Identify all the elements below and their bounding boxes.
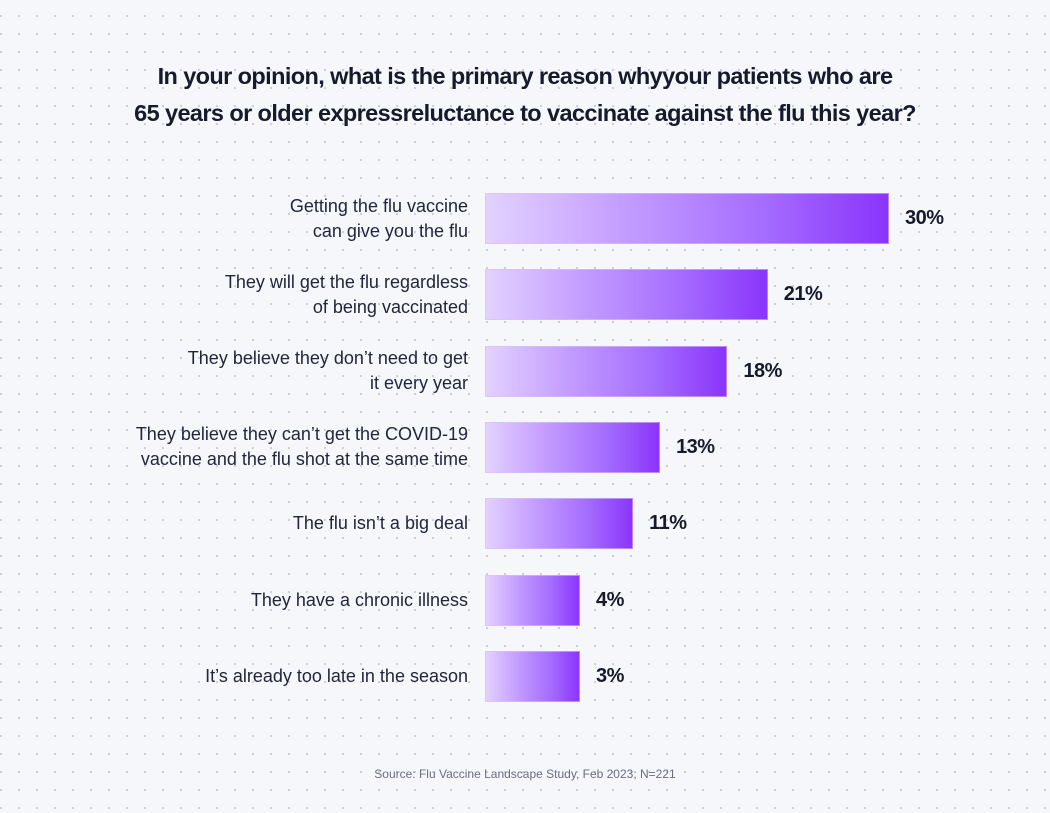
value-label: 21% bbox=[783, 283, 823, 306]
bar-row: They believe they can’t get the COVID-19… bbox=[0, 421, 1050, 473]
bar-row: They believe they don’t need to get it ev… bbox=[0, 345, 1050, 397]
category-label-line: The flu isn’t a big deal bbox=[292, 513, 468, 534]
category-label: Getting the flu vaccine can give you the … bbox=[38, 193, 468, 244]
category-label-line: It’s already too late in the season bbox=[205, 665, 468, 686]
category-label-line: it every year bbox=[369, 373, 468, 394]
value-label: 18% bbox=[743, 359, 782, 382]
category-label-line: vaccine and the flu shot at the same tim… bbox=[140, 449, 468, 470]
chart-title-line-1: In your opinion, what is the primary rea… bbox=[157, 63, 893, 89]
category-label-line: Getting the flu vaccine bbox=[289, 195, 468, 216]
value-label: 13% bbox=[676, 435, 715, 458]
bar-row: Getting the flu vaccine can give you the … bbox=[0, 193, 1050, 244]
category-label-line: They believe they can’t get the COVID-19 bbox=[135, 424, 468, 445]
bar bbox=[485, 193, 889, 244]
category-label: They believe they can’t get the COVID-19… bbox=[38, 422, 468, 473]
bar-row: The flu isn’t a big deal 11% bbox=[0, 498, 1050, 550]
category-label: It’s already too late in the season bbox=[38, 651, 468, 702]
category-label: The flu isn’t a big deal bbox=[38, 498, 468, 549]
category-label: They have a chronic illness bbox=[38, 575, 468, 626]
bar-row: They have a chronic illness 4% bbox=[0, 574, 1050, 626]
category-label-line: They have a chronic illness bbox=[250, 589, 468, 610]
chart-title: In your opinion, what is the primary rea… bbox=[40, 58, 1010, 132]
bar bbox=[485, 574, 580, 626]
category-label: They believe they don’t need to get it ev… bbox=[38, 346, 468, 397]
chart-title-line-2: 65 years or older expressreluctance to v… bbox=[134, 100, 916, 126]
bar bbox=[485, 345, 728, 397]
bar bbox=[485, 269, 768, 321]
category-label-line: can give you the flu bbox=[312, 220, 468, 241]
value-label: 4% bbox=[596, 588, 624, 611]
value-label: 30% bbox=[905, 207, 944, 229]
category-label: They will get the flu regardless of being… bbox=[38, 269, 468, 320]
bar bbox=[485, 421, 661, 473]
source-note: Source: Flu Vaccine Landscape Study, Feb… bbox=[374, 767, 676, 781]
bar bbox=[485, 498, 634, 550]
value-label: 3% bbox=[596, 664, 624, 687]
bar-row: They will get the flu regardless of being… bbox=[0, 269, 1050, 321]
bar bbox=[485, 650, 580, 702]
value-label: 11% bbox=[649, 512, 687, 535]
category-label-line: They believe they don’t need to get bbox=[187, 348, 468, 369]
category-label-line: They will get the flu regardless bbox=[224, 271, 468, 292]
category-label-line: of being vaccinated bbox=[312, 296, 468, 317]
bar-row: It’s already too late in the season 3% bbox=[0, 650, 1050, 702]
